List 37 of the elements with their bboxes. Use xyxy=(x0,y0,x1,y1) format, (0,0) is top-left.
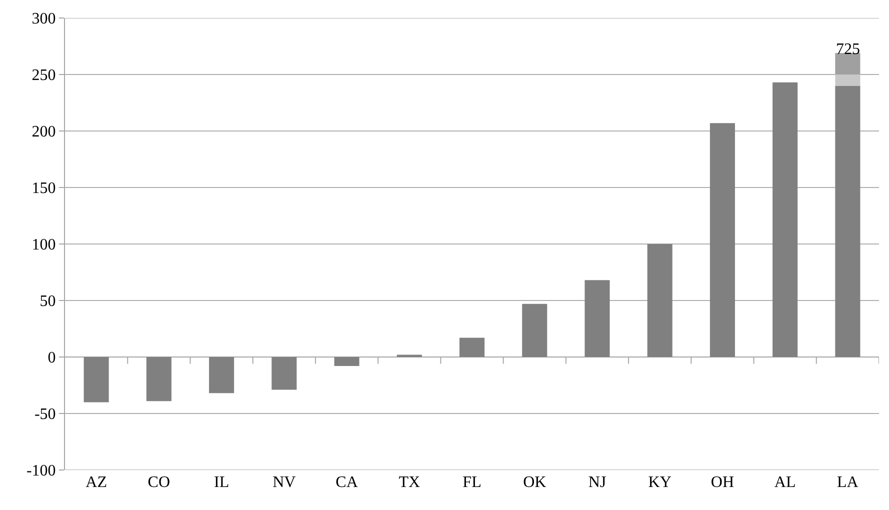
bar xyxy=(459,338,485,357)
y-tick-label: 300 xyxy=(32,10,56,28)
y-tick-label: 100 xyxy=(32,236,56,254)
x-tick-label: AL xyxy=(774,474,796,491)
y-tick-label: -100 xyxy=(26,462,56,480)
bar xyxy=(835,53,860,74)
bar xyxy=(772,82,798,357)
x-tick-label: OK xyxy=(523,474,547,491)
x-tick-label: NJ xyxy=(588,474,606,491)
bar xyxy=(835,86,860,357)
x-tick-label: OH xyxy=(710,474,734,491)
x-tick-label: TX xyxy=(398,474,420,491)
x-tick-label: AZ xyxy=(86,474,107,491)
x-tick-label: KY xyxy=(648,474,672,491)
bar xyxy=(835,74,860,86)
x-tick-label: NV xyxy=(272,474,296,491)
bar xyxy=(584,280,610,357)
y-tick-label: 50 xyxy=(40,293,56,310)
bar xyxy=(272,357,297,390)
bar xyxy=(334,357,360,366)
x-tick-label: IL xyxy=(214,474,230,491)
x-tick-label: LA xyxy=(837,474,859,491)
x-tick-label: CO xyxy=(148,474,170,491)
annotation: 725 xyxy=(836,41,860,58)
y-tick-label: -50 xyxy=(34,406,56,424)
bar xyxy=(84,357,109,402)
bar xyxy=(710,123,735,357)
x-tick-label: FL xyxy=(462,474,482,491)
bar xyxy=(647,244,672,357)
y-tick-label: 0 xyxy=(48,350,56,367)
y-tick-label: 150 xyxy=(32,180,56,198)
bar xyxy=(146,357,172,402)
y-tick-label: 200 xyxy=(32,124,56,141)
bar xyxy=(209,357,234,394)
x-tick-label: CA xyxy=(336,474,358,491)
y-tick-label: 250 xyxy=(32,67,56,84)
bar xyxy=(522,304,548,357)
